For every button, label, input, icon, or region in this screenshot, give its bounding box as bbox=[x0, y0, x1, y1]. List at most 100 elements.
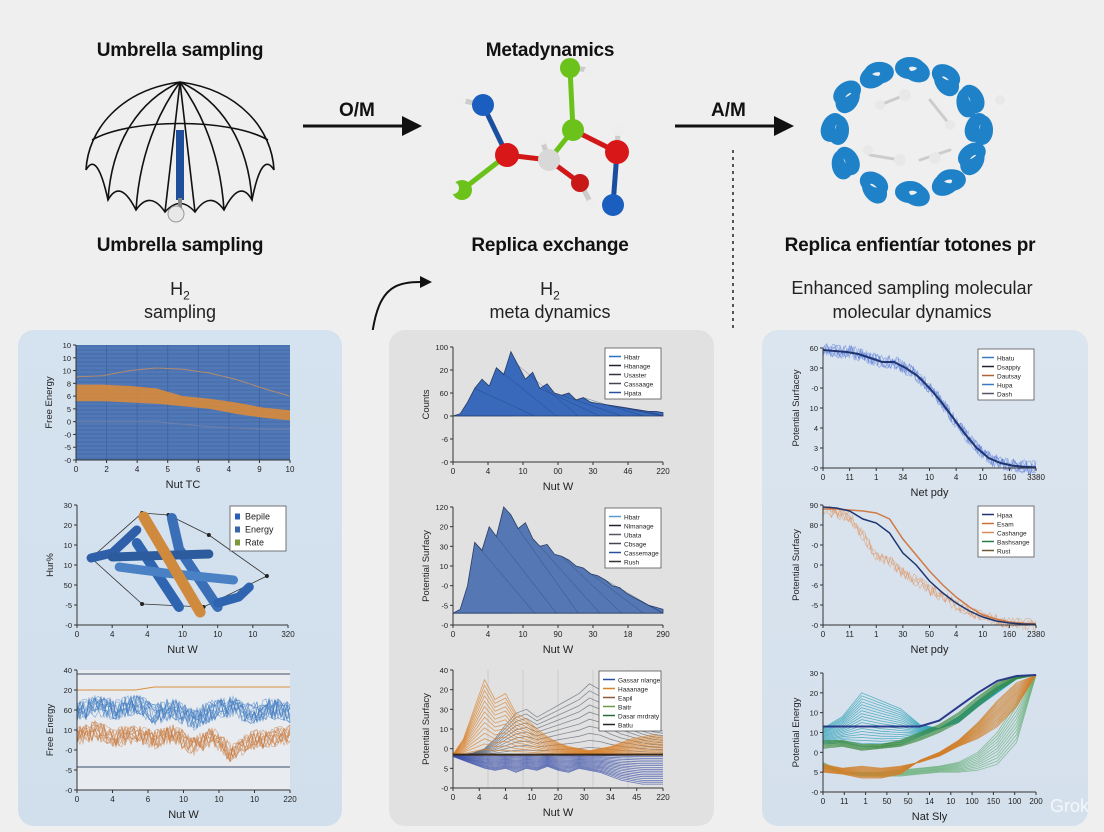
x-axis-label: Nut W bbox=[543, 644, 574, 656]
x-tick-label: 20 bbox=[554, 793, 563, 802]
x-axis-label: Nut W bbox=[168, 809, 199, 821]
family-line bbox=[452, 755, 663, 768]
x-tick-label: 90 bbox=[554, 630, 563, 639]
vertex-point bbox=[206, 533, 211, 537]
y-tick-label: 20 bbox=[64, 521, 72, 530]
y-tick-label: 20 bbox=[440, 523, 448, 532]
y-tick-label: -0 bbox=[65, 621, 72, 630]
x-tick-label: 4 bbox=[110, 630, 115, 639]
legend-label: Esam bbox=[997, 522, 1014, 529]
y-tick-label: -0 bbox=[811, 384, 818, 393]
x-tick-label: 10 bbox=[250, 795, 259, 804]
family-line bbox=[452, 755, 663, 779]
x-axis-label: Nut TC bbox=[166, 479, 201, 491]
family-line bbox=[452, 711, 664, 755]
x-tick-label: 18 bbox=[624, 630, 633, 639]
legend-label: Hbatu bbox=[997, 356, 1015, 363]
legend-label: Hupa bbox=[997, 383, 1013, 390]
ribbon-strand bbox=[166, 513, 223, 612]
y-axis-label: Potential Surfacy bbox=[791, 529, 802, 601]
family-line bbox=[822, 674, 1037, 749]
x-tick-label: 0 bbox=[75, 630, 80, 639]
x-tick-label: 160 bbox=[1003, 473, 1017, 482]
x-tick-label: 0 bbox=[821, 473, 826, 482]
line-series bbox=[77, 686, 290, 691]
helix-icon bbox=[862, 175, 888, 204]
illustrations bbox=[85, 56, 1005, 330]
line-series bbox=[822, 349, 1037, 469]
y-tick-label: 120 bbox=[435, 503, 448, 512]
y-tick-label: 90 bbox=[810, 501, 818, 510]
family-line bbox=[452, 684, 664, 755]
legend-label: Hpata bbox=[624, 391, 642, 398]
x-tick-label: 10 bbox=[248, 630, 257, 639]
family-line bbox=[452, 738, 664, 755]
line-series bbox=[823, 674, 1037, 728]
x-tick-label: 4 bbox=[486, 630, 491, 639]
x-axis-label: Nat Sly bbox=[912, 811, 948, 823]
x-tick-label: 1 bbox=[863, 797, 868, 806]
y-tick-label: 60 bbox=[64, 706, 72, 715]
legend-label: Gassar nlange bbox=[618, 678, 661, 685]
x-tick-label: 4 bbox=[503, 793, 508, 802]
x-tick-label: 10 bbox=[527, 793, 536, 802]
x-tick-label: 9 bbox=[257, 465, 262, 474]
y-axis-label: Potential Surfacy bbox=[421, 530, 432, 602]
x-tick-label: 10 bbox=[519, 630, 528, 639]
y-tick-label: 0 bbox=[444, 745, 448, 754]
area-ridge bbox=[496, 367, 557, 417]
y-tick-label: -5 bbox=[65, 766, 72, 775]
x-tick-label: 6 bbox=[146, 795, 151, 804]
family-line bbox=[452, 689, 664, 755]
family-line bbox=[452, 754, 663, 759]
orange-band bbox=[76, 384, 290, 421]
x-tick-label: 2 bbox=[104, 465, 109, 474]
family-line bbox=[452, 705, 664, 755]
y-tick-label: 10 bbox=[63, 341, 71, 350]
helix-icon bbox=[935, 169, 966, 192]
x-tick-label: 0 bbox=[821, 630, 826, 639]
legend-label: Cassaage bbox=[624, 382, 654, 389]
family-line bbox=[452, 755, 663, 774]
family-line bbox=[452, 755, 663, 778]
legend-label: Rust bbox=[997, 549, 1011, 556]
arrow-head-icon bbox=[420, 276, 432, 288]
legend-label: Ubata bbox=[624, 533, 642, 540]
molecular-dynamics-panel bbox=[762, 330, 1088, 826]
x-tick-label: 4 bbox=[227, 465, 232, 474]
chart-1: 30 20 10 10 50 -5 -00 4 4 10 10 10 320 Nut W Hur% Bepil… bbox=[45, 501, 295, 656]
legend-label: Dash bbox=[997, 392, 1013, 399]
noisy-series bbox=[76, 721, 291, 758]
noisy-series bbox=[76, 721, 291, 763]
y-axis-label: Potential Surfacey bbox=[791, 369, 802, 446]
x-tick-label: 10 bbox=[215, 795, 224, 804]
x-tick-label: 10 bbox=[213, 630, 222, 639]
x-axis-label: Net pdy bbox=[911, 487, 949, 499]
x-tick-label: 150 bbox=[987, 797, 1001, 806]
legend-label: Cassemage bbox=[624, 551, 659, 558]
x-tick-label: 5 bbox=[165, 465, 170, 474]
y-tick-label: 3 bbox=[814, 444, 818, 453]
x-tick-label: 50 bbox=[925, 630, 934, 639]
legend-label: Hbatr bbox=[624, 355, 641, 362]
x-tick-label: 4 bbox=[954, 473, 959, 482]
y-tick-label: 20 bbox=[440, 686, 448, 695]
y-tick-label: -0 bbox=[441, 621, 448, 630]
protein-icon bbox=[820, 56, 1005, 207]
area-ridge bbox=[583, 567, 644, 614]
y-axis-label: Hur% bbox=[45, 553, 56, 577]
vertex-point bbox=[264, 574, 269, 578]
y-tick-label: -5 bbox=[65, 601, 72, 610]
arrow-right-icon bbox=[402, 116, 422, 136]
y-tick-label: 6 bbox=[67, 392, 71, 401]
family-line bbox=[452, 700, 664, 755]
y-tick-label: 10 bbox=[64, 726, 72, 735]
y-tick-label: 10 bbox=[810, 729, 818, 738]
y-axis-label: Free Energy bbox=[45, 704, 56, 757]
y-tick-label: -6 bbox=[441, 435, 448, 444]
